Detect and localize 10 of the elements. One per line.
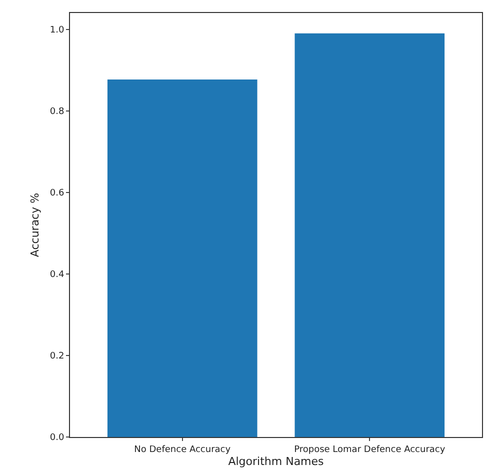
y-tick-label: 0.2 (50, 352, 64, 362)
x-tick-label: Propose Lomar Defence Accuracy (294, 444, 446, 455)
y-tick-label: 0.6 (50, 188, 64, 199)
y-tick-label: 0.4 (50, 270, 64, 280)
x-tick-label: No Defence Accuracy (134, 444, 232, 455)
y-axis-title: Accuracy % (28, 192, 42, 258)
x-axis-title: Algorithm Names (228, 454, 324, 468)
y-tick-label: 1.0 (50, 25, 64, 36)
y-tick-label: 0.0 (50, 433, 64, 444)
y-tick-label: 0.8 (50, 107, 64, 117)
